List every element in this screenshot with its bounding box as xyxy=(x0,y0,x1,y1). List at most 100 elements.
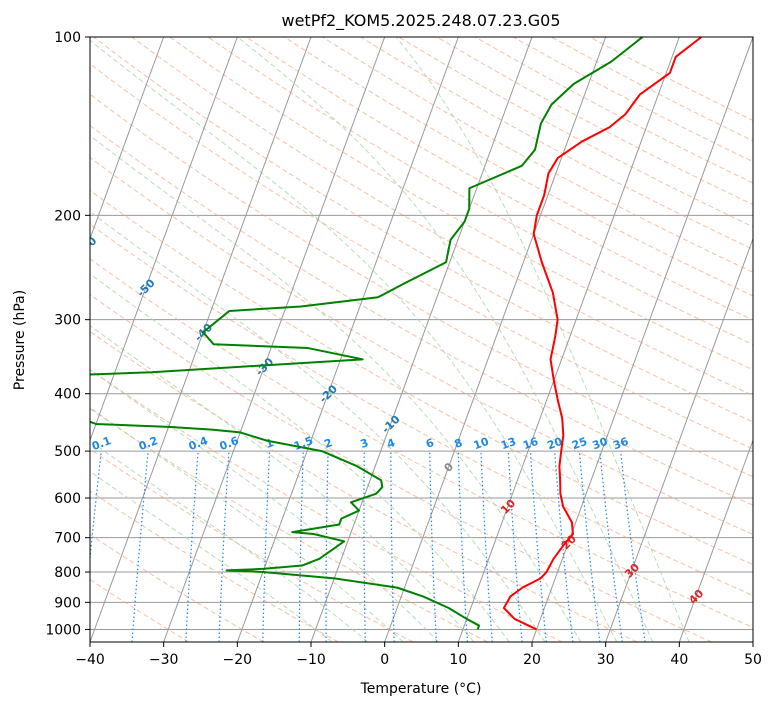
y-tick-label: 300 xyxy=(54,313,81,329)
mixing-ratio-line xyxy=(262,451,271,642)
dry-adiabat xyxy=(90,93,753,478)
isotherm-line xyxy=(605,237,753,642)
y-tick-label: 100 xyxy=(54,30,81,46)
mixing-ratio-label: 8 xyxy=(453,436,465,451)
mixing-ratio-line xyxy=(578,451,601,642)
x-axis-title: Temperature (°C) xyxy=(360,681,482,697)
mixing-ratio-line xyxy=(457,451,469,642)
mixing-ratio-line xyxy=(529,451,547,642)
mixing-ratio-line xyxy=(390,451,395,642)
moist-adiabat xyxy=(90,325,475,642)
moist-adiabat xyxy=(395,37,690,642)
dry-adiabat xyxy=(245,37,753,321)
dry-adiabat xyxy=(90,223,753,597)
isotherm-line xyxy=(678,438,753,642)
dry-adiabat xyxy=(90,189,753,566)
mixing-ratio-label: 1.5 xyxy=(292,434,315,453)
y-tick-label: 800 xyxy=(54,565,81,581)
y-tick-label: 500 xyxy=(54,444,81,460)
isotherm-line xyxy=(310,37,533,642)
dewpoint-profile xyxy=(90,37,644,630)
y-tick-label: 1000 xyxy=(45,622,81,638)
mixing-ratio-line xyxy=(90,451,102,564)
y-tick-label: 900 xyxy=(54,595,81,611)
y-tick-label: 200 xyxy=(54,208,81,224)
dry-adiabat xyxy=(90,368,563,642)
dry-adiabat xyxy=(90,533,264,642)
isotherm-line xyxy=(90,37,165,241)
isotherm-line xyxy=(457,37,680,642)
dry-adiabat xyxy=(588,37,753,121)
dry-adiabat xyxy=(90,448,414,642)
dry-adiabats xyxy=(90,37,753,642)
mixing-ratio-label: 20 xyxy=(545,435,564,453)
mixing-ratio-label: 0.1 xyxy=(90,434,113,453)
dry-adiabat xyxy=(90,490,339,642)
moist-adiabat xyxy=(90,273,510,642)
isotherm-label: 0 xyxy=(442,460,457,475)
plot-area: -100-90-80-70-60-50-40-30-20-10010203040… xyxy=(19,37,753,642)
mixing-ratio-label: 0.4 xyxy=(187,434,210,453)
isotherm-line xyxy=(752,640,753,642)
isotherm-line xyxy=(90,37,238,442)
dry-adiabat xyxy=(90,578,190,642)
isotherm-label: -20 xyxy=(317,382,340,405)
mixing-ratio-line xyxy=(599,451,623,642)
dry-adiabat xyxy=(90,294,712,642)
isotherm-label: -50 xyxy=(134,276,157,299)
y-tick-label: 700 xyxy=(54,531,81,547)
moist-adiabat xyxy=(90,134,582,642)
mixing-ratio-line xyxy=(131,451,149,642)
isotherm-label: 10 xyxy=(498,497,518,517)
x-tick-label: −20 xyxy=(223,652,253,668)
mixing-ratio-line xyxy=(363,451,366,642)
dry-adiabat xyxy=(90,330,638,642)
mixing-ratio-label: 4 xyxy=(385,436,397,451)
mixing-ratio-label: 1 xyxy=(264,436,276,451)
mixing-ratio-line xyxy=(185,451,199,642)
mixing-ratio-line xyxy=(554,451,574,642)
isotherm-label: 20 xyxy=(559,532,579,552)
dry-adiabat xyxy=(321,37,753,273)
isotherm-label: -70 xyxy=(19,188,42,211)
mixing-ratio-label: 25 xyxy=(570,435,589,452)
mixing-ratio-label: 0.6 xyxy=(218,434,241,453)
mixing-ratio-label: 16 xyxy=(521,435,540,453)
x-tick-label: 10 xyxy=(449,652,467,668)
x-tick-label: 40 xyxy=(670,652,688,668)
y-axis: 1000 900 800 700 600 500 400 300 200 100 xyxy=(45,30,90,638)
mixing-ratio-label: 0.2 xyxy=(137,434,160,453)
moist-adiabat xyxy=(90,440,368,642)
moist-adiabat xyxy=(90,470,333,642)
dry-adiabat xyxy=(207,37,753,346)
isotherm-label: 40 xyxy=(686,587,706,607)
dry-adiabat xyxy=(283,37,753,297)
mixing-ratio-labels: 0.1 0.2 0.4 0.6 1 1.5 2 3 4 6 8 10 13 16 20 25 30 36 xyxy=(90,434,630,453)
mixing-ratio-label: 3 xyxy=(359,436,371,451)
mixing-ratio-label: 2 xyxy=(322,436,334,451)
x-tick-label: −10 xyxy=(296,652,326,668)
mixing-ratio-lines xyxy=(90,451,646,642)
dry-adiabat xyxy=(169,37,753,371)
mixing-ratio-line xyxy=(218,451,230,642)
dry-adiabat xyxy=(90,63,753,450)
mixing-ratio-line xyxy=(325,451,329,642)
isotherm-line xyxy=(163,37,386,642)
pressure-gridlines xyxy=(90,37,753,630)
isotherm-line xyxy=(90,37,312,642)
x-tick-label: 0 xyxy=(380,652,389,668)
x-tick-label: 50 xyxy=(744,652,762,668)
dry-adiabat xyxy=(90,124,753,506)
dry-adiabat xyxy=(90,156,753,536)
x-axis: −40 −30 −20 −10 0 10 20 30 40 50 xyxy=(75,642,762,668)
y-tick-label: 400 xyxy=(54,387,81,403)
x-tick-label: −40 xyxy=(75,652,105,668)
temperature-profile xyxy=(502,37,703,631)
mixing-ratio-label: 10 xyxy=(472,435,491,453)
isotherm-line xyxy=(531,37,753,642)
mixing-ratio-label: 6 xyxy=(424,436,436,451)
dry-adiabat xyxy=(90,408,488,642)
skewed-isotherms xyxy=(90,37,753,642)
y-tick-label: 600 xyxy=(54,491,81,507)
dry-adiabat xyxy=(359,37,753,250)
